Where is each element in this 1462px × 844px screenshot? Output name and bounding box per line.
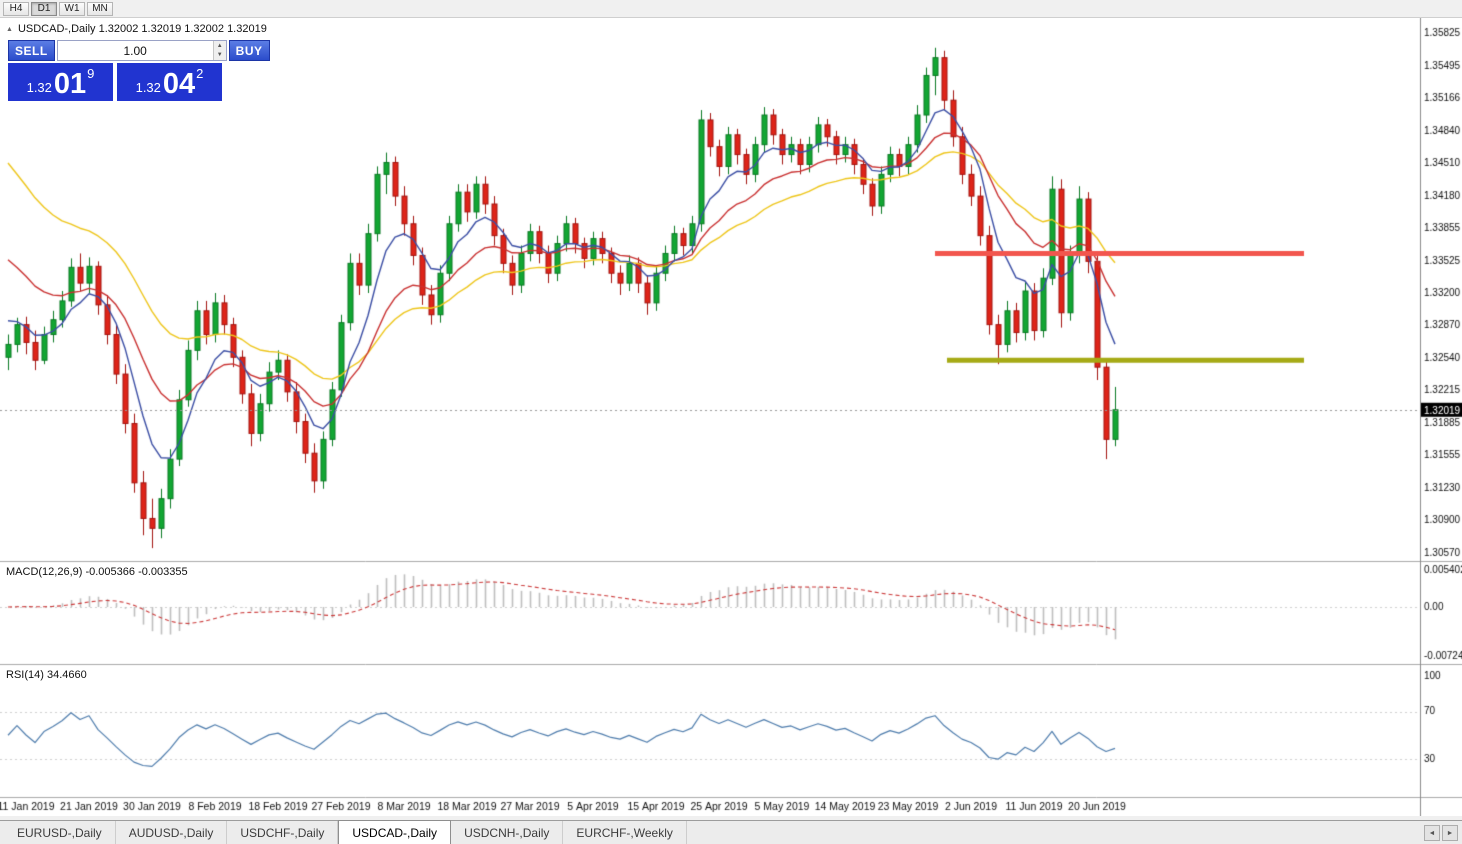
tabs-scroll-right-icon[interactable]: ► bbox=[1442, 825, 1458, 841]
sell-price-base: 1.32 bbox=[26, 80, 52, 95]
volume-increase-button[interactable]: ▲ bbox=[213, 41, 226, 51]
timeframe-button-mn[interactable]: MN bbox=[87, 1, 113, 16]
buy-price-base: 1.32 bbox=[135, 80, 161, 95]
timeframe-toolbar: H4 D1 W1 MN bbox=[0, 0, 1462, 18]
tabs-scroll-left-icon[interactable]: ◄ bbox=[1424, 825, 1440, 841]
chart-symbol-info: ▲ USDCAD-,Daily 1.32002 1.32019 1.32002 … bbox=[6, 23, 267, 35]
trade-panel-controls-row: SELL ▲ ▼ BUY bbox=[8, 40, 270, 61]
sell-price-pips: 01 bbox=[53, 68, 87, 101]
chart-window: ▲ USDCAD-,Daily 1.32002 1.32019 1.32002 … bbox=[0, 18, 1462, 816]
tab-usdcad-daily[interactable]: USDCAD-,Daily bbox=[338, 820, 452, 844]
timeframe-button-h4[interactable]: H4 bbox=[3, 1, 29, 16]
sell-price[interactable]: 1.32 01 9 bbox=[8, 63, 113, 101]
sell-button[interactable]: SELL bbox=[8, 40, 55, 61]
volume-decrease-button[interactable]: ▼ bbox=[213, 50, 226, 60]
volume-spinner: ▲ ▼ bbox=[212, 41, 226, 60]
tab-eurchf-weekly[interactable]: EURCHF-,Weekly bbox=[563, 821, 687, 844]
symbol-ohlc-text: USDCAD-,Daily 1.32002 1.32019 1.32002 1.… bbox=[17, 23, 267, 35]
tab-eurusd-daily[interactable]: EURUSD-,Daily bbox=[4, 821, 116, 844]
volume-input[interactable] bbox=[57, 41, 213, 60]
buy-price[interactable]: 1.32 04 2 bbox=[117, 63, 222, 101]
timeframe-button-d1[interactable]: D1 bbox=[31, 1, 57, 16]
volume-control: ▲ ▼ bbox=[56, 40, 227, 61]
chart-tabs-bar: ◄ ► EURUSD-,Daily AUDUSD-,Daily USDCHF-,Da… bbox=[0, 820, 1462, 844]
macd-indicator-label: MACD(12,26,9) -0.005366 -0.003355 bbox=[6, 566, 188, 578]
one-click-trade-panel: SELL ▲ ▼ BUY 1.32 01 9 1.32 04 2 bbox=[8, 40, 270, 101]
buy-button[interactable]: BUY bbox=[228, 40, 270, 61]
collapse-trade-panel-icon[interactable]: ▲ bbox=[6, 25, 13, 33]
timeframe-button-w1[interactable]: W1 bbox=[59, 1, 85, 16]
tab-audusd-daily[interactable]: AUDUSD-,Daily bbox=[116, 821, 228, 844]
tab-usdcnh-daily[interactable]: USDCNH-,Daily bbox=[451, 821, 564, 844]
buy-price-point: 2 bbox=[196, 66, 204, 81]
price-chart-canvas[interactable] bbox=[0, 18, 1462, 816]
rsi-indicator-label: RSI(14) 34.4660 bbox=[6, 669, 87, 681]
trade-panel-prices-row: 1.32 01 9 1.32 04 2 bbox=[8, 63, 222, 101]
tab-usdchf-daily[interactable]: USDCHF-,Daily bbox=[227, 821, 339, 844]
sell-price-point: 9 bbox=[87, 66, 95, 81]
buy-price-pips: 04 bbox=[162, 68, 196, 101]
